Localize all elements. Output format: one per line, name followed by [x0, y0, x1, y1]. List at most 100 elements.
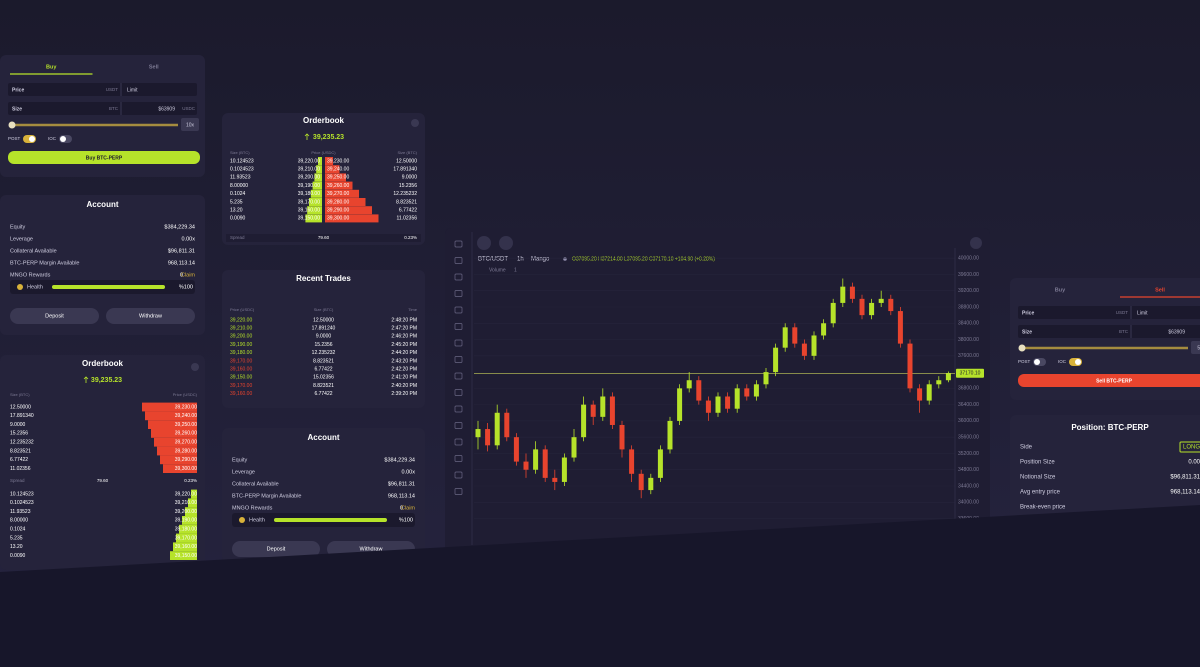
- label: 15.2356: [399, 183, 417, 189]
- tab[interactable]: Sell: [1155, 287, 1165, 293]
- bid-depth-bar: [318, 157, 322, 165]
- candle-body: [590, 404, 596, 417]
- label: 39,250.00: [327, 175, 349, 181]
- candle-body: [811, 335, 817, 356]
- toolbar-icon[interactable]: [454, 488, 463, 495]
- label: Equity: [10, 224, 26, 230]
- price-input[interactable]: [1018, 306, 1200, 319]
- toolbar-icon[interactable]: [454, 471, 463, 479]
- label: Health: [27, 284, 43, 290]
- label: Break-even price: [1020, 505, 1066, 511]
- candle-body: [830, 302, 836, 324]
- ask-depth-bar: [325, 198, 366, 206]
- submit-button[interactable]: [8, 151, 200, 164]
- y-tick-label: 37600.00: [958, 353, 979, 359]
- deposit-button[interactable]: [10, 308, 99, 324]
- label: 39,210.00: [298, 167, 320, 173]
- label: 5x: [1197, 345, 1200, 351]
- toolbar-icon[interactable]: [454, 372, 463, 380]
- label: 39,150.00: [298, 216, 320, 222]
- size-input[interactable]: [1018, 325, 1200, 338]
- label: 15.2356: [314, 342, 332, 348]
- deposit-button[interactable]: [232, 541, 320, 557]
- label: 10.124523: [10, 491, 34, 497]
- label: 39,220.00: [230, 317, 252, 323]
- toolbar-icon[interactable]: [454, 306, 463, 314]
- price-input[interactable]: [8, 83, 197, 96]
- label: Size (BTC): [397, 150, 417, 155]
- submit-button[interactable]: [1018, 374, 1200, 387]
- label: Withdraw: [139, 313, 162, 319]
- toolbar-icon[interactable]: [454, 290, 463, 297]
- label: BTC-PERP Margin Available: [232, 493, 302, 499]
- ask-depth-bar: [151, 429, 197, 438]
- bid-depth-bar: [170, 551, 197, 560]
- fullscreen-button[interactable]: [970, 237, 982, 249]
- toggle-knob: [29, 136, 35, 142]
- toolbar-icon[interactable]: [454, 389, 463, 396]
- label: 2:42:20 PM: [391, 367, 417, 373]
- tab[interactable]: Buy: [1055, 287, 1066, 293]
- candle-body: [945, 373, 951, 381]
- slider-handle[interactable]: [8, 121, 16, 129]
- toolbar-icon[interactable]: [454, 273, 463, 281]
- panel-title: Orderbook: [82, 359, 123, 368]
- refresh-icon[interactable]: [191, 363, 199, 371]
- candle-body: [792, 327, 798, 344]
- toggle-knob: [1034, 359, 1040, 365]
- label: 39,160.00: [175, 544, 197, 550]
- candle-body: [648, 477, 654, 491]
- label: Size: [12, 106, 22, 112]
- label: 79.60: [97, 478, 109, 483]
- label: 11.93523: [230, 175, 251, 181]
- claim-link[interactable]: Claim: [181, 272, 195, 278]
- ask-depth-bar: [325, 157, 333, 165]
- slider-handle[interactable]: [1018, 344, 1026, 352]
- label: 39,300.00: [175, 466, 197, 472]
- label: MNGO Rewards: [10, 272, 51, 278]
- label: 0.0090: [230, 216, 246, 222]
- label: 39,220.00: [175, 491, 197, 497]
- toolbar-icon[interactable]: [454, 438, 463, 446]
- label: 5.235: [230, 199, 243, 205]
- label: $96,811.31: [168, 248, 195, 254]
- order-type[interactable]: Limit: [1137, 310, 1148, 316]
- label: 17.891240: [312, 326, 336, 332]
- claim-link[interactable]: Claim: [401, 505, 415, 511]
- candle-body: [782, 327, 788, 348]
- label: 39,150.00: [230, 375, 252, 381]
- tab[interactable]: Buy: [46, 64, 57, 70]
- toolbar-icon[interactable]: [454, 257, 463, 264]
- chart-button[interactable]: [499, 236, 513, 250]
- panel-title: Account: [87, 200, 119, 209]
- withdraw-button[interactable]: [106, 308, 195, 324]
- tab[interactable]: Sell: [149, 64, 159, 70]
- chart-button[interactable]: [477, 236, 491, 250]
- candle-body: [696, 380, 702, 401]
- candle-body: [917, 388, 923, 401]
- toolbar-icon[interactable]: [454, 339, 463, 347]
- toolbar-icon[interactable]: [454, 356, 463, 363]
- refresh-icon[interactable]: [411, 119, 419, 127]
- label: 39,290.00: [327, 208, 349, 214]
- panel-title: Position: BTC-PERP: [1071, 423, 1149, 432]
- order-type[interactable]: Limit: [127, 87, 138, 93]
- y-tick-label: 34800.00: [958, 467, 979, 473]
- size-input[interactable]: [8, 102, 197, 115]
- label: IOC: [48, 136, 57, 141]
- toolbar-icon[interactable]: [454, 405, 463, 413]
- label: 0: [400, 505, 403, 511]
- toolbar-icon[interactable]: [454, 240, 463, 248]
- toolbar-icon[interactable]: [454, 455, 463, 462]
- candle-body: [763, 372, 769, 385]
- label: 0.00: [1188, 460, 1200, 466]
- label: Deposit: [45, 313, 64, 319]
- candle-body: [638, 473, 644, 491]
- label: 39,200.00: [175, 509, 197, 515]
- label: 0.00x: [402, 469, 416, 475]
- toolbar-icon[interactable]: [454, 422, 463, 429]
- toolbar-icon[interactable]: [454, 323, 463, 330]
- y-tick-label: 35600.00: [958, 435, 979, 441]
